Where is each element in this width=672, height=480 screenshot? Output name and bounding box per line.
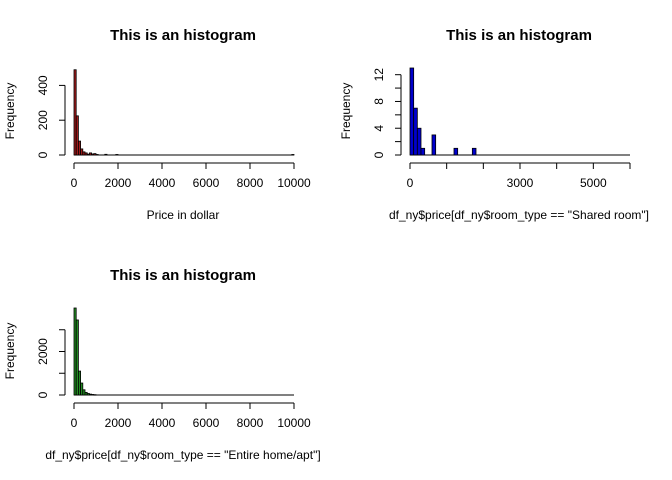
chart-title: This is an histogram (446, 27, 592, 44)
y-tick-label: 0 (372, 151, 386, 158)
histogram-bar (73, 69, 77, 156)
y-tick-label: 12 (372, 68, 386, 82)
x-tick-label: 0 (71, 416, 78, 430)
y-axis-label: Frequency (3, 323, 17, 380)
axes: 0 3000 5000 0 4 8 12 (372, 68, 631, 190)
x-tick-label: 4000 (149, 416, 176, 430)
histogram-bar (75, 115, 79, 156)
histogram-bar (93, 394, 97, 396)
histogram-bar (416, 127, 422, 156)
x-tick-label: 8000 (237, 176, 264, 190)
y-tick-label: 400 (36, 75, 50, 95)
y-tick-label: 0 (36, 151, 50, 158)
y-tick-label: 8 (372, 98, 386, 105)
y-tick-label: 2000 (36, 338, 50, 365)
histogram-panel-1: This is an histogram Price in dollar Fre… (3, 27, 311, 222)
x-tick-label: 0 (407, 176, 414, 190)
histogram-bar (431, 134, 437, 156)
histogram-bar (95, 154, 99, 156)
histogram-bar (471, 147, 477, 156)
histogram-bar (80, 382, 84, 396)
histogram-bar (291, 154, 295, 156)
x-axis-label: df_ny$price[df_ny$room_type == "Shared r… (389, 208, 649, 222)
y-axis-label: Frequency (339, 83, 353, 140)
histogram-bar (409, 67, 415, 156)
histogram-bar (115, 154, 119, 156)
histogram-bar (78, 140, 82, 156)
x-axis-label: df_ny$price[df_ny$room_type == "Entire h… (45, 448, 320, 462)
bars (409, 67, 630, 156)
histogram-bar (104, 153, 108, 156)
y-tick-label: 200 (36, 110, 50, 130)
x-tick-label: 3000 (507, 176, 534, 190)
bars (73, 307, 294, 396)
histogram-bar (413, 107, 418, 156)
y-tick-label: 0 (36, 391, 50, 398)
x-tick-label: 2000 (105, 176, 132, 190)
histogram-panel-3: This is an histogram df_ny$price[df_ny$r… (3, 267, 321, 462)
axes: 0 2000 4000 6000 8000 10000 0 200 400 (36, 75, 311, 190)
x-tick-label: 8000 (237, 416, 264, 430)
histogram-bar (453, 147, 459, 156)
axes: 0 2000 4000 6000 8000 10000 0 2000 (36, 329, 311, 430)
x-tick-label: 10000 (277, 176, 311, 190)
histogram-panel-2: This is an histogram df_ny$price[df_ny$r… (339, 27, 649, 222)
x-tick-label: 5000 (580, 176, 607, 190)
x-tick-label: 0 (71, 176, 78, 190)
y-axis-label: Frequency (3, 83, 17, 140)
x-tick-label: 10000 (277, 416, 311, 430)
chart-title: This is an histogram (110, 267, 256, 284)
x-tick-label: 6000 (193, 176, 220, 190)
x-tick-label: 4000 (149, 176, 176, 190)
x-tick-label: 6000 (193, 416, 220, 430)
histogram-bar (420, 147, 426, 156)
chart-title: This is an histogram (110, 27, 256, 44)
bars (73, 69, 295, 156)
x-axis-label: Price in dollar (147, 208, 220, 222)
histogram-bar (75, 319, 79, 396)
x-tick-label: 2000 (105, 416, 132, 430)
y-tick-label: 4 (372, 125, 386, 132)
